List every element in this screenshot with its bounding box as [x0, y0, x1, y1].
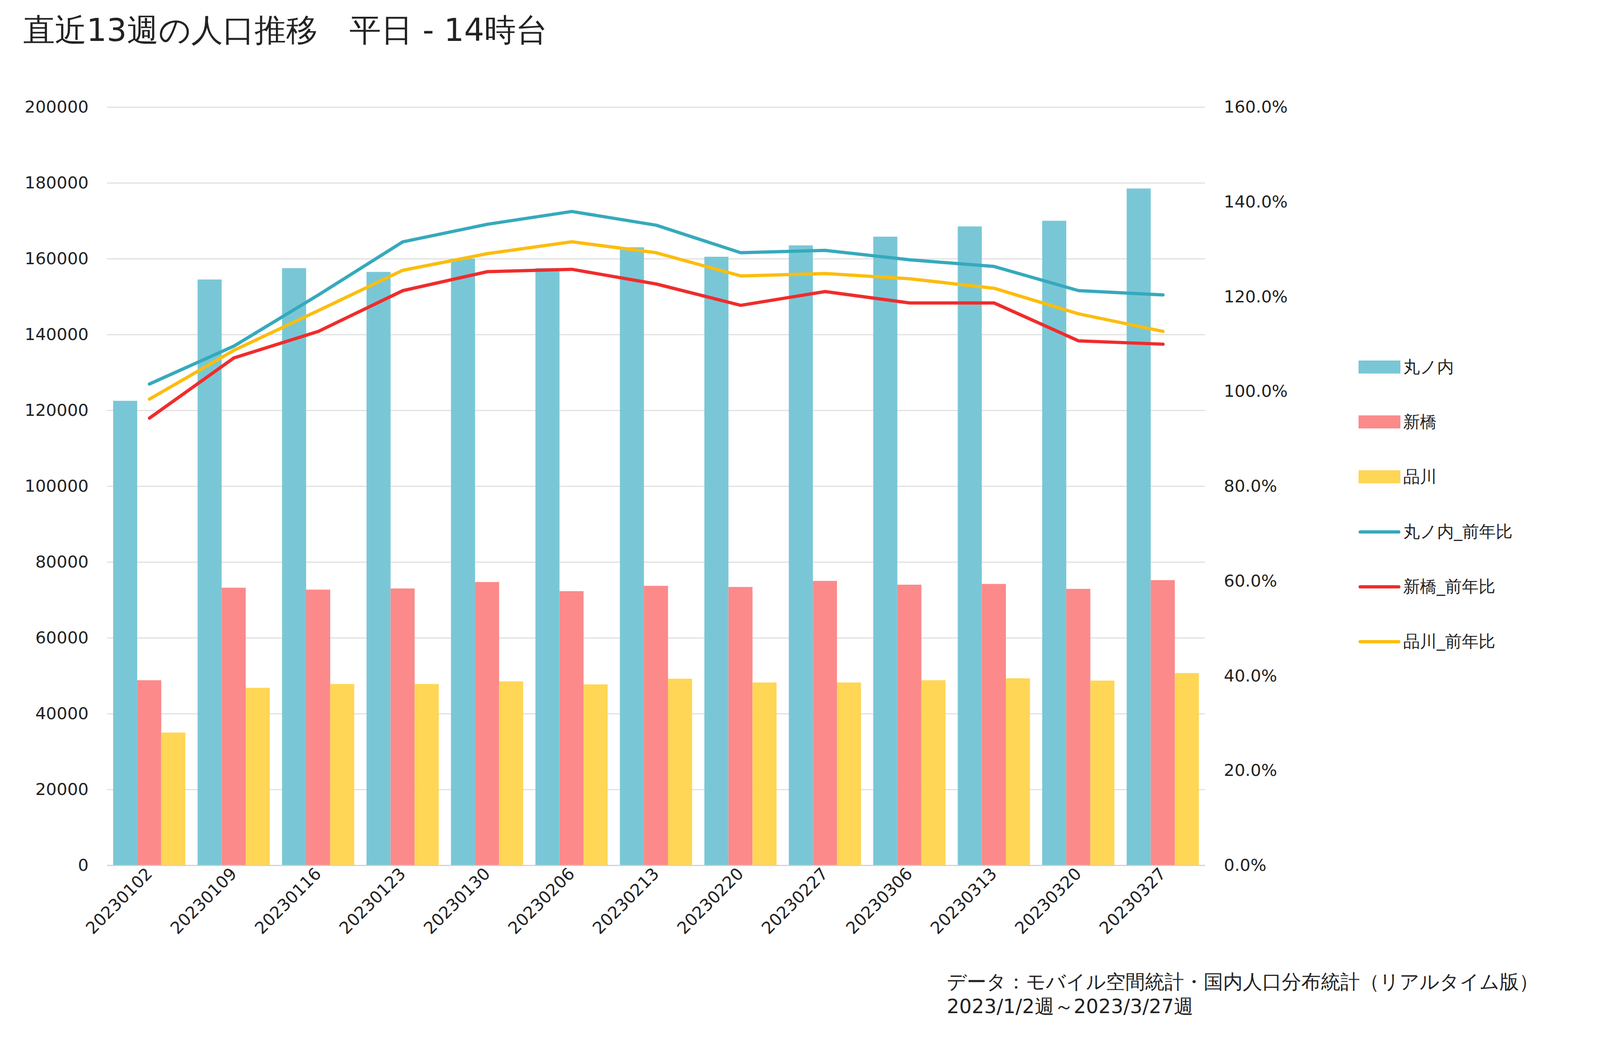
html-text:2023/1/2週～2023/3/27週: 2023/1/2週～2023/3/27週 [946, 994, 1194, 1018]
svg-text:140.0%: 140.0% [1224, 192, 1288, 212]
html-text:データ：モバイル空間統計・国内人口分布統計（リアルタイム版）: データ：モバイル空間統計・国内人口分布統計（リアルタイム版） [946, 970, 1539, 994]
svg-text:100000: 100000 [24, 476, 89, 496]
svg-text:20230206: 20230206 [504, 863, 579, 938]
html-text:直近13週の人口推移 平日 - 14時台: 直近13週の人口推移 平日 - 14時台 [23, 11, 548, 49]
svg-text:60.0%: 60.0% [1224, 571, 1278, 591]
svg-text:120.0%: 120.0% [1224, 287, 1288, 307]
svg-text:20230320: 20230320 [1010, 863, 1085, 938]
html-text:新橋_前年比: 新橋_前年比 [1403, 576, 1496, 596]
svg-text:40.0%: 40.0% [1224, 666, 1278, 686]
svg-text:20230213: 20230213 [589, 863, 663, 938]
svg-text:20.0%: 20.0% [1224, 760, 1278, 780]
svg-text:20230227: 20230227 [757, 863, 832, 938]
svg-text:20230109: 20230109 [166, 863, 241, 938]
svg-text:100.0%: 100.0% [1224, 381, 1288, 401]
svg-text:20230116: 20230116 [251, 863, 326, 938]
html-text:品川: 品川 [1403, 466, 1437, 486]
svg-text:20230102: 20230102 [82, 863, 157, 938]
svg-text:20230130: 20230130 [420, 863, 495, 938]
svg-text:20230123: 20230123 [335, 863, 410, 938]
svg-text:200000: 200000 [24, 97, 89, 117]
html-text:丸ノ内: 丸ノ内 [1403, 357, 1454, 377]
svg-text:20230327: 20230327 [1095, 863, 1170, 938]
svg-text:120000: 120000 [24, 400, 89, 420]
svg-text:20230306: 20230306 [842, 863, 917, 938]
svg-text:160.0%: 160.0% [1224, 97, 1288, 117]
svg-text:80.0%: 80.0% [1224, 476, 1278, 496]
html-text:品川_前年比: 品川_前年比 [1403, 631, 1496, 651]
svg-text:180000: 180000 [24, 173, 89, 193]
html-text:丸ノ内_前年比: 丸ノ内_前年比 [1403, 521, 1513, 541]
svg-text:20230220: 20230220 [673, 863, 748, 938]
svg-text:160000: 160000 [24, 248, 89, 268]
svg-text:40000: 40000 [35, 703, 89, 724]
svg-text:20230313: 20230313 [926, 863, 1001, 938]
svg-text:0: 0 [78, 855, 89, 875]
svg-text:20000: 20000 [35, 779, 89, 799]
svg-text:140000: 140000 [24, 324, 89, 344]
html-text:新橋: 新橋 [1403, 411, 1437, 432]
svg-text:80000: 80000 [35, 552, 89, 572]
svg-text:60000: 60000 [35, 628, 89, 648]
svg-text:0.0%: 0.0% [1224, 855, 1267, 875]
